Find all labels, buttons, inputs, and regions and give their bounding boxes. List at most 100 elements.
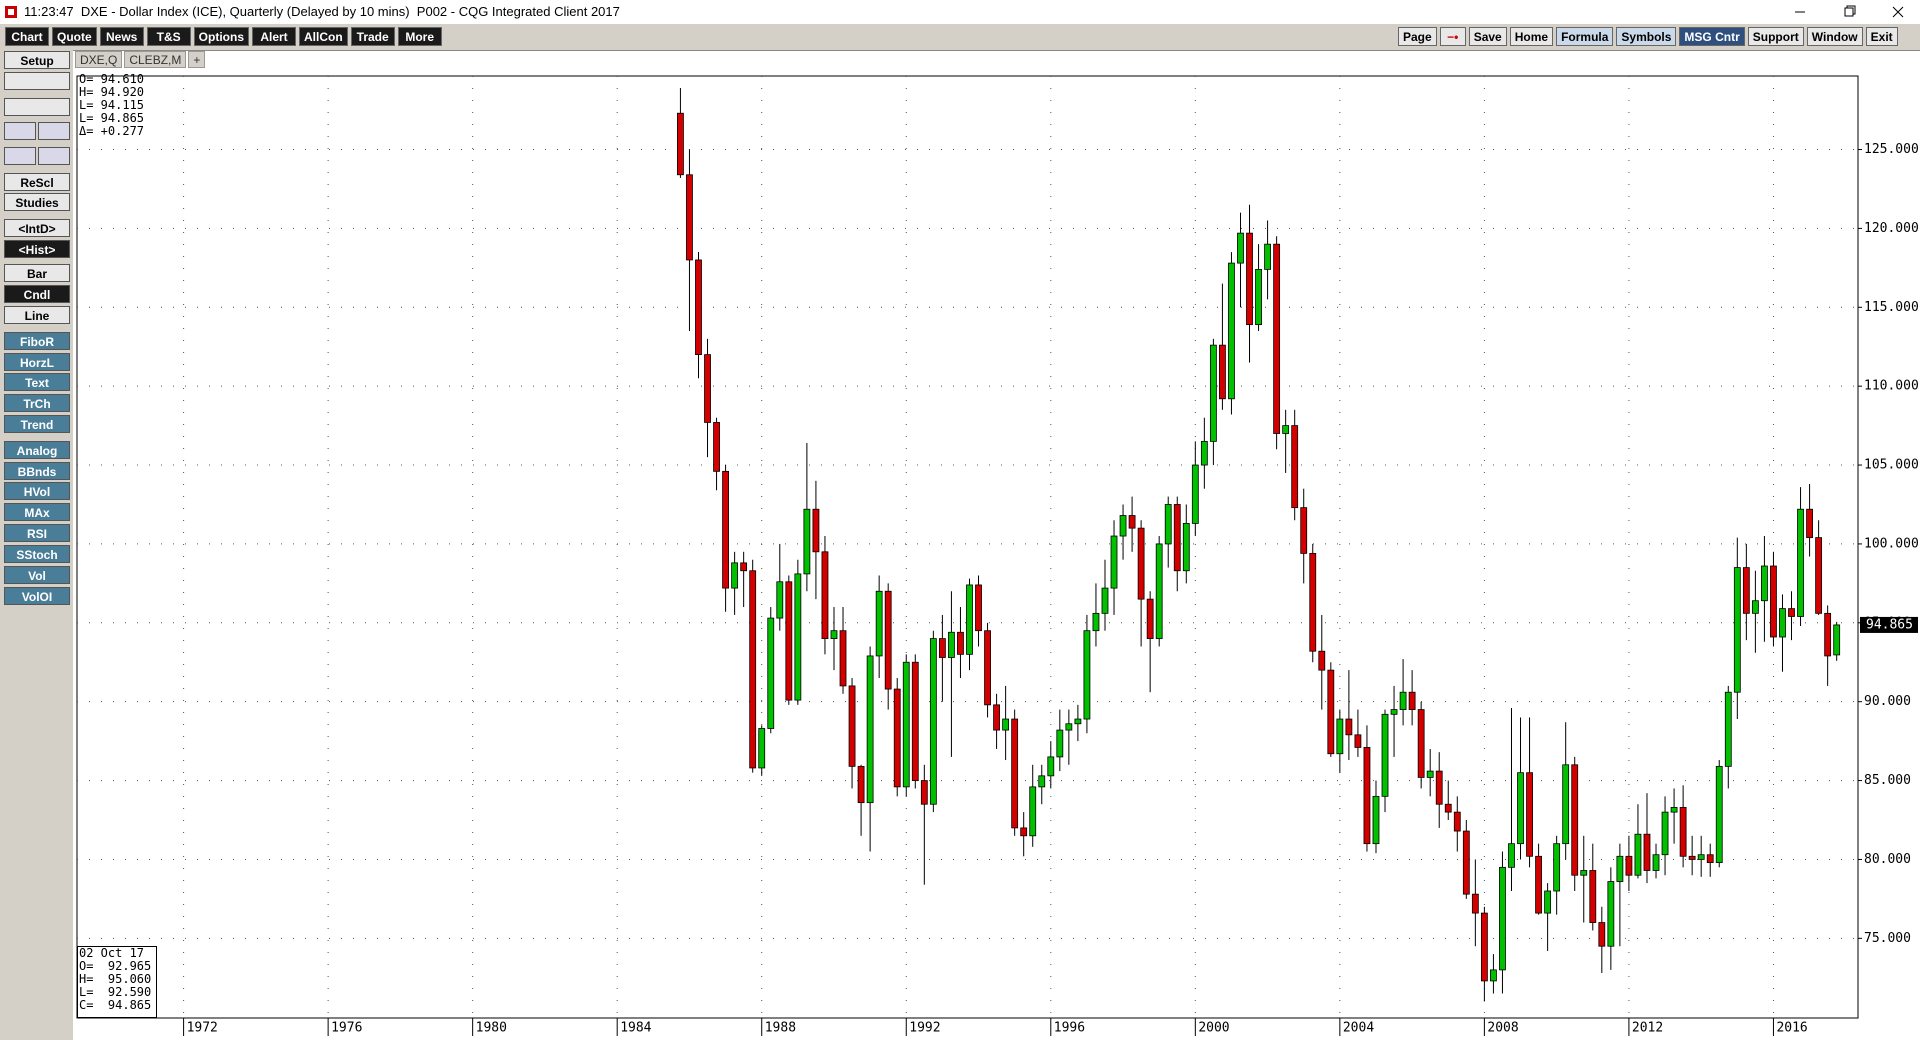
- candle-body: [794, 573, 802, 701]
- toolbar-button[interactable]: Alert: [252, 27, 296, 46]
- candle-body: [1625, 855, 1633, 876]
- candle-body: [929, 638, 937, 805]
- sidebar-button[interactable]: ReScl: [4, 172, 70, 191]
- icon-button[interactable]: [4, 72, 70, 91]
- candle-body: [1589, 870, 1597, 923]
- chart-tab[interactable]: DXE,Q: [75, 51, 123, 68]
- candle-body: [749, 570, 757, 769]
- sidebar-button[interactable]: HorzL: [4, 352, 70, 371]
- sidebar-button[interactable]: MAx: [4, 503, 70, 522]
- sidebar-button[interactable]: Line: [4, 306, 70, 325]
- sidebar-button[interactable]: <Hist>: [4, 240, 70, 258]
- sidebar-button[interactable]: Text: [4, 373, 70, 392]
- toolbar-button[interactable]: Formula: [1556, 27, 1614, 46]
- candle-body: [1544, 890, 1552, 914]
- candle-body: [1011, 718, 1019, 829]
- sidebar-button[interactable]: <IntD>: [4, 219, 70, 238]
- sidebar-button[interactable]: SStoch: [4, 544, 70, 563]
- last-price-label: 94.865: [1866, 617, 1913, 632]
- icon-button[interactable]: [4, 97, 70, 116]
- x-tick-label: 1972: [187, 1021, 218, 1036]
- sidebar-button[interactable]: Vol: [4, 565, 70, 584]
- candle-body: [1047, 756, 1055, 777]
- candle-body: [1661, 811, 1669, 856]
- candle-body: [1345, 718, 1353, 736]
- candle-body: [1508, 843, 1515, 868]
- page-arrows-button[interactable]: −•: [1439, 27, 1466, 46]
- sidebar-button[interactable]: Cndl: [4, 285, 70, 304]
- candle-body: [677, 112, 684, 176]
- candle-body: [803, 508, 811, 575]
- candle-body: [1182, 523, 1190, 572]
- candle-body: [920, 780, 928, 805]
- toolbar-button[interactable]: Trade: [350, 27, 395, 46]
- chart-tab[interactable]: +: [188, 51, 206, 68]
- candle-body: [1083, 630, 1091, 720]
- sidebar-button[interactable]: TrCh: [4, 394, 70, 413]
- toolbar-button[interactable]: Support: [1747, 27, 1804, 46]
- candle-body: [1580, 870, 1588, 876]
- candle-body: [966, 584, 973, 655]
- sidebar-button[interactable]: BBnds: [4, 461, 70, 480]
- icon-button[interactable]: [38, 122, 70, 141]
- candle-body: [830, 630, 838, 639]
- candle-body: [1751, 600, 1759, 614]
- y-tick-label: 115.000: [1864, 300, 1919, 315]
- chart-tab[interactable]: CLEBZ,M: [124, 51, 187, 68]
- toolbar-button[interactable]: Chart: [5, 27, 49, 46]
- toolbar-button[interactable]: News: [99, 27, 144, 46]
- toolbar-button[interactable]: MSG Cntr: [1679, 27, 1745, 46]
- candle-body: [1119, 515, 1127, 537]
- icon-button[interactable]: [4, 122, 36, 141]
- sidebar-button[interactable]: Setup: [4, 51, 70, 70]
- toolbar-button[interactable]: Save: [1468, 27, 1507, 46]
- candle-body: [1598, 922, 1606, 947]
- sidebar-button[interactable]: Studies: [4, 193, 70, 212]
- candle-body: [686, 174, 693, 261]
- candle-body: [1616, 855, 1624, 882]
- y-tick-label: 125.000: [1864, 142, 1919, 157]
- sidebar-button[interactable]: HVol: [4, 482, 70, 501]
- candle-body: [1480, 912, 1488, 982]
- toolbar-button[interactable]: Exit: [1865, 27, 1898, 46]
- x-tick-label: 2016: [1776, 1021, 1807, 1036]
- x-tick-label: 2008: [1487, 1021, 1518, 1036]
- sidebar-button[interactable]: Analog: [4, 440, 70, 459]
- toolbar-button[interactable]: Symbols: [1616, 27, 1677, 46]
- candle-body: [839, 630, 847, 687]
- toolbar-button[interactable]: Page: [1398, 27, 1437, 46]
- candle-body: [713, 422, 720, 472]
- sidebar-button[interactable]: RSI: [4, 524, 70, 543]
- x-tick-label: 1992: [909, 1021, 940, 1036]
- toolbar-button[interactable]: Home: [1509, 27, 1554, 46]
- candle-body: [1191, 464, 1199, 524]
- toolbar-button[interactable]: T&S: [146, 27, 191, 46]
- toolbar-button[interactable]: More: [397, 27, 442, 46]
- y-tick-label: 100.000: [1864, 536, 1919, 551]
- sidebar-button[interactable]: Trend: [4, 415, 70, 434]
- candle-body: [1336, 718, 1344, 755]
- sidebar-button[interactable]: VolOI: [4, 586, 70, 605]
- candle-body: [938, 638, 946, 658]
- toolbar-button[interactable]: Options: [193, 27, 249, 46]
- toolbar-button[interactable]: AllCon: [299, 27, 348, 46]
- candle-body: [1209, 344, 1217, 442]
- candle-body: [1444, 803, 1452, 813]
- candle-body: [984, 630, 991, 706]
- y-tick-label: 90.000: [1864, 694, 1911, 709]
- close[interactable]: [1878, 0, 1918, 24]
- icon-button[interactable]: [4, 146, 36, 165]
- sidebar-button[interactable]: Bar: [4, 264, 70, 283]
- candle-body: [1535, 855, 1542, 914]
- candle-body: [1282, 425, 1290, 434]
- minimize[interactable]: [1780, 0, 1820, 24]
- toolbar-button[interactable]: Window: [1806, 27, 1863, 46]
- candle-body: [848, 685, 856, 767]
- toolbar-button[interactable]: Quote: [52, 27, 97, 46]
- candle-body: [1833, 624, 1841, 656]
- icon-button[interactable]: [38, 146, 70, 165]
- restore[interactable]: [1830, 0, 1870, 24]
- candle-body: [1200, 440, 1208, 466]
- sidebar-button[interactable]: FiboR: [4, 331, 70, 350]
